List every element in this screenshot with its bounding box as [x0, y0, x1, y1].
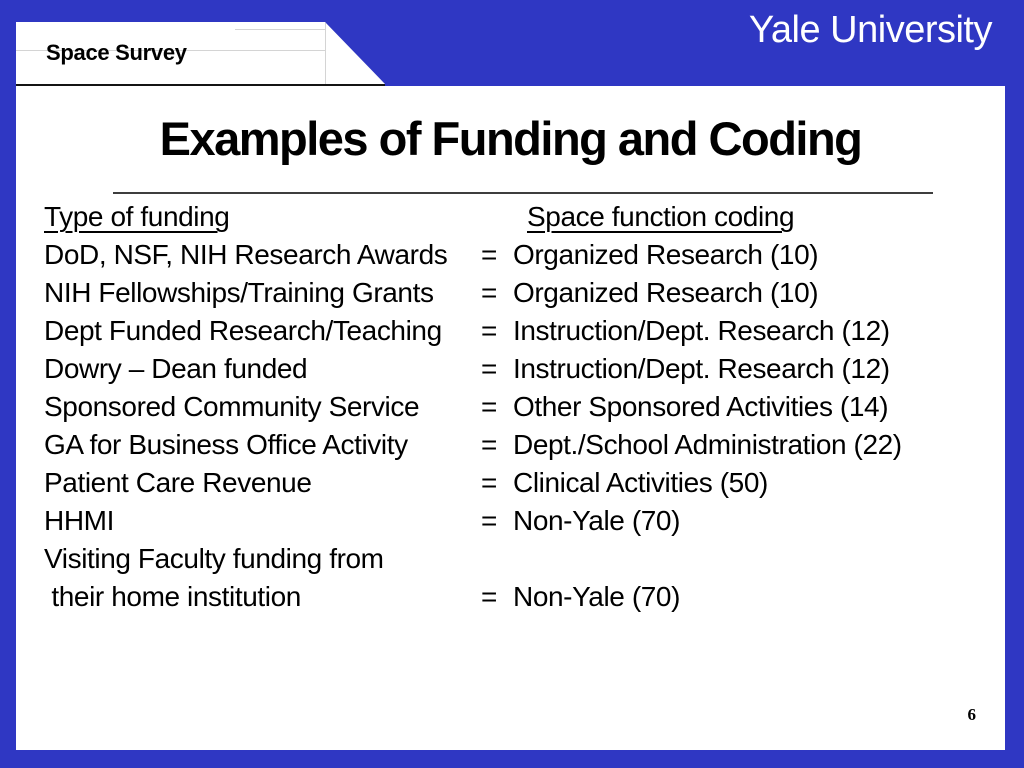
- equals-sign: [465, 540, 513, 578]
- table-row: NIH Fellowships/Training Grants = Organize…: [44, 274, 995, 312]
- coding-cell: Organized Research (10): [513, 239, 819, 270]
- yale-university-brand: Yale University: [748, 9, 993, 51]
- faint-grid-line-horizontal: [16, 50, 325, 51]
- table-header-row: Type of funding Space function coding: [44, 198, 995, 236]
- coding-cell: Non-Yale (70): [513, 581, 681, 612]
- equals-sign: =: [481, 277, 497, 308]
- funding-cell: DoD, NSF, NIH Research Awards: [44, 239, 448, 270]
- funding-cell: Patient Care Revenue: [44, 467, 312, 498]
- equals-sign: =: [481, 391, 497, 422]
- coding-cell: Instruction/Dept. Research (12): [513, 315, 890, 346]
- funding-cell: Sponsored Community Service: [44, 391, 420, 422]
- tab-label: Space Survey: [46, 40, 187, 65]
- slide-content-area: Examples of Funding and Coding Type of f…: [16, 86, 1005, 750]
- funding-cell: GA for Business Office Activity: [44, 429, 408, 460]
- equals-sign: =: [481, 353, 497, 384]
- coding-cell: Dept./School Administration (22): [513, 429, 902, 460]
- equals-sign: =: [481, 239, 497, 270]
- column-header-spacer: [465, 198, 513, 236]
- coding-cell: Non-Yale (70): [513, 505, 681, 536]
- coding-cell: Organized Research (10): [513, 277, 819, 308]
- funding-cell: HHMI: [44, 505, 114, 536]
- column-header-space-function-coding: Space function coding: [527, 201, 795, 232]
- equals-sign: =: [481, 505, 497, 536]
- coding-cell: Other Sponsored Activities (14): [513, 391, 889, 422]
- coding-cell: [513, 540, 995, 578]
- table-row: Patient Care Revenue = Clinical Activities…: [44, 464, 995, 502]
- funding-cell: Dowry – Dean funded: [44, 353, 308, 384]
- equals-sign: =: [481, 429, 497, 460]
- table-row: GA for Business Office Activity = Dept./Sc…: [44, 426, 995, 464]
- title-divider-rule: [113, 192, 933, 194]
- funding-cell: NIH Fellowships/Training Grants: [44, 277, 434, 308]
- space-survey-tab: Space Survey: [16, 22, 385, 84]
- table-row: their home institution = Non-Yale (70): [44, 578, 995, 616]
- table-row: Dept Funded Research/Teaching = Instructio…: [44, 312, 995, 350]
- faint-grid-line-horizontal-short: [235, 29, 325, 30]
- column-header-type-of-funding: Type of funding: [44, 201, 230, 232]
- slide-title: Examples of Funding and Coding: [159, 112, 863, 165]
- faint-grid-line-vertical: [325, 22, 326, 84]
- table-row: Dowry – Dean funded = Instruction/Dept. Re…: [44, 350, 995, 388]
- funding-cell: Visiting Faculty funding from: [44, 543, 384, 574]
- equals-sign: =: [481, 581, 497, 612]
- equals-sign: =: [481, 467, 497, 498]
- slide-page-number: 6: [967, 705, 977, 724]
- funding-cell: their home institution: [44, 581, 301, 612]
- funding-cell: Dept Funded Research/Teaching: [44, 315, 442, 346]
- coding-cell: Instruction/Dept. Research (12): [513, 353, 890, 384]
- funding-coding-table: Type of funding Space function coding Do…: [44, 198, 995, 616]
- table-row: Visiting Faculty funding from: [44, 540, 995, 578]
- table-row: DoD, NSF, NIH Research Awards = Organized …: [44, 236, 995, 274]
- table-row: Sponsored Community Service = Other Sponso…: [44, 388, 995, 426]
- equals-sign: =: [481, 315, 497, 346]
- table-row: HHMI = Non-Yale (70): [44, 502, 995, 540]
- tab-underline-rule: [16, 84, 385, 86]
- coding-cell: Clinical Activities (50): [513, 467, 768, 498]
